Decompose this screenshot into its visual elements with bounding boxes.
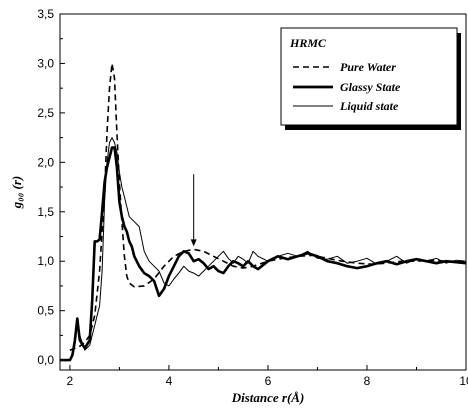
y-tick-label: 1,0 — [37, 254, 54, 268]
legend: HRMC Pure Water Glassy State Liquid stat… — [280, 27, 461, 130]
legend-label-pure-water: Pure Water — [340, 60, 396, 74]
x-tick-label: 4 — [166, 374, 173, 388]
y-tick-label: 3,0 — [37, 56, 54, 70]
x-tick-label: 10 — [459, 374, 468, 388]
y-tick-label: 3,5 — [37, 7, 54, 21]
legend-box — [280, 27, 458, 126]
series-layer — [60, 62, 467, 362]
series-line-glassy-state — [60, 146, 467, 362]
y-tick-label: 0,5 — [37, 304, 54, 318]
y-axis-title: g₀₀ (r) — [9, 176, 24, 210]
legend-label-glassy-state: Glassy State — [340, 80, 401, 94]
legend-label-liquid-state: Liquid state — [339, 99, 399, 113]
y-tick-label: 0,0 — [37, 353, 54, 367]
x-tick-label: 2 — [67, 374, 74, 388]
annotation-layer — [190, 174, 197, 247]
x-axis-title: Distance r(Å) — [231, 390, 305, 405]
legend-title: HRMC — [289, 36, 327, 50]
x-tick-label: 8 — [364, 374, 371, 388]
x-tick-label: 6 — [265, 374, 272, 388]
y-tick-label: 1,5 — [37, 205, 54, 219]
plot-frame — [59, 13, 467, 371]
annotation-arrow-head — [190, 239, 197, 247]
y-tick-label: 2,0 — [37, 155, 54, 169]
y-tick-label: 2,5 — [37, 106, 54, 120]
series-line-liquid-state — [60, 137, 467, 361]
